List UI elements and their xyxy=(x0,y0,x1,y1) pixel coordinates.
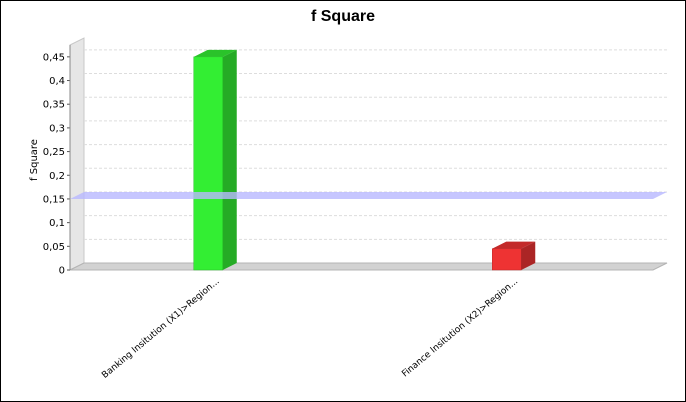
left-wall xyxy=(69,37,85,271)
y-tick-label: 0 xyxy=(59,266,65,277)
bar-top xyxy=(193,49,237,57)
bar xyxy=(193,49,237,271)
y-tick-label: 0,3 xyxy=(49,123,65,134)
category-labels: Banking Insitution (X1)>Region... Finance… xyxy=(100,277,520,381)
chart-title: f Square xyxy=(310,8,375,25)
bar-front xyxy=(193,56,223,271)
floor xyxy=(69,262,668,271)
plot-background xyxy=(69,37,667,271)
bar-side xyxy=(521,241,536,270)
y-tick-label: 0,45 xyxy=(43,52,65,63)
threshold-band xyxy=(70,191,667,199)
bars xyxy=(193,49,536,271)
threshold-line xyxy=(70,191,667,199)
bar-front xyxy=(492,248,522,271)
y-tick-label: 0,1 xyxy=(49,218,65,229)
y-tick-label: 0,4 xyxy=(49,76,65,87)
category-label: Banking Insitution (X1)>Region... xyxy=(100,277,221,381)
back-wall xyxy=(84,38,667,263)
y-tick-label: 0,15 xyxy=(43,194,65,205)
bar xyxy=(492,241,536,271)
plot-floor xyxy=(69,262,668,271)
y-tick-label: 0,35 xyxy=(43,100,65,111)
bar-top xyxy=(492,241,536,249)
y-tick-label: 0,25 xyxy=(43,147,65,158)
y-axis-title: f Square xyxy=(29,139,40,181)
bar-side xyxy=(222,49,237,271)
y-tick-label: 0,2 xyxy=(49,171,65,182)
y-tick-label: 0,05 xyxy=(43,242,65,253)
y-axis-ticks: 0 0,05 0,1 0,15 0,2 0,25 0,3 0,35 0,4 0,45 xyxy=(43,45,71,277)
category-label: Finance Insitution (X2)>Region... xyxy=(400,277,520,380)
